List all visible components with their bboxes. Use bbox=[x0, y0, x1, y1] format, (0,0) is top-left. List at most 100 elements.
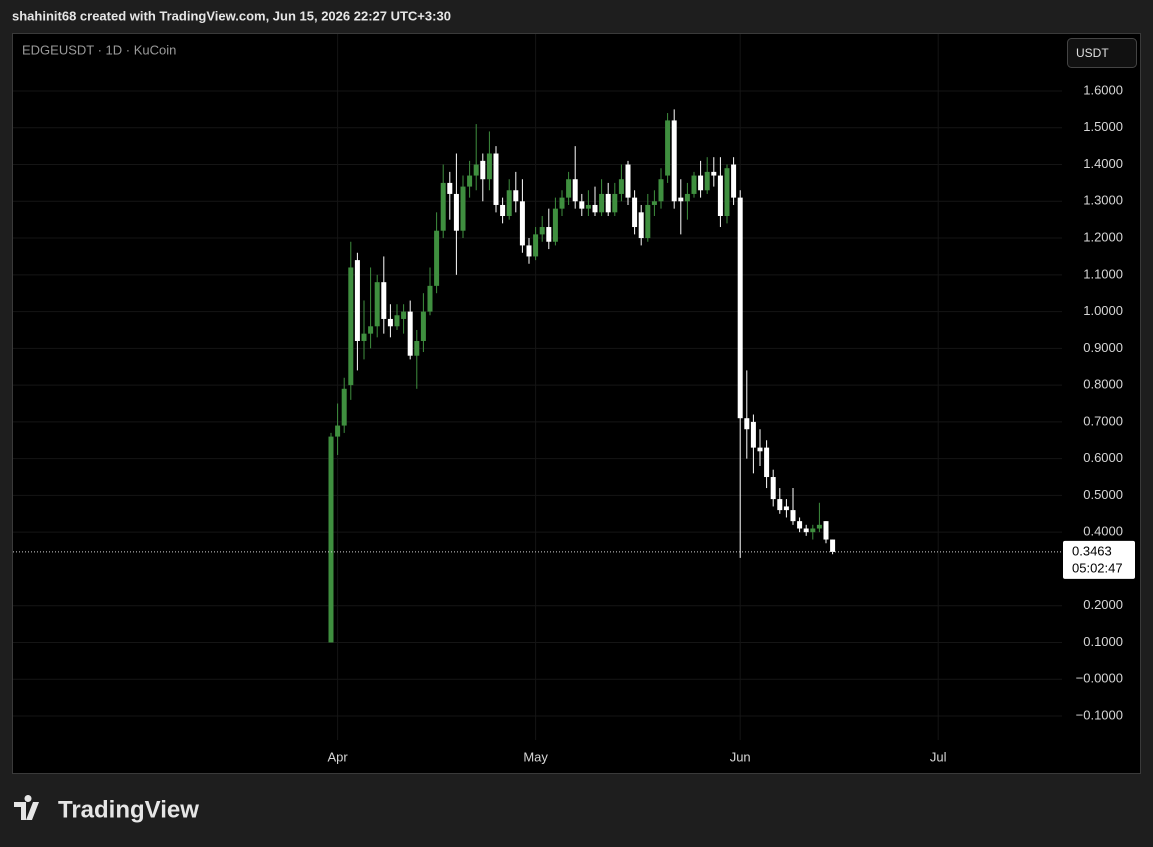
y-tick-label: 1.0000 bbox=[1083, 303, 1123, 318]
candle-body bbox=[717, 175, 723, 216]
candle-body bbox=[783, 506, 789, 511]
plot: 0.3463 05:02:47 bbox=[13, 109, 1135, 643]
candle-body bbox=[810, 528, 816, 533]
candle-body bbox=[480, 160, 486, 180]
candle-body bbox=[757, 447, 763, 452]
candle-body bbox=[612, 193, 618, 213]
candle-body bbox=[427, 285, 433, 312]
candle-body bbox=[566, 179, 572, 198]
y-tick-label: 1.4000 bbox=[1083, 156, 1123, 171]
candle-body bbox=[354, 260, 360, 341]
grid: 1.6000 1.5000 1.4000 1.3000 1.2000 1.1000 1.00… bbox=[13, 34, 1123, 764]
candle-body bbox=[638, 212, 644, 239]
candle-body bbox=[750, 421, 756, 448]
y-tick-label: 1.6000 bbox=[1083, 82, 1123, 97]
last-price-box bbox=[1063, 540, 1135, 579]
candle-body bbox=[519, 201, 525, 246]
candle-body bbox=[559, 197, 565, 209]
y-tick-label: 1.3000 bbox=[1083, 193, 1123, 208]
candle-body bbox=[770, 477, 776, 500]
y-tick-label: 1.1000 bbox=[1083, 266, 1123, 281]
candle-body bbox=[823, 521, 829, 540]
candle-body bbox=[493, 153, 499, 205]
x-tick-label: Jun bbox=[730, 749, 751, 764]
candle-body bbox=[546, 227, 552, 242]
candle-body bbox=[684, 193, 690, 202]
candle-body bbox=[830, 539, 836, 552]
candle-body bbox=[552, 208, 558, 242]
candle-body bbox=[658, 179, 664, 202]
candle-body bbox=[777, 499, 783, 511]
candle-body bbox=[381, 282, 387, 319]
candle-body bbox=[803, 528, 809, 533]
candle-body bbox=[387, 318, 393, 327]
candle-body bbox=[539, 227, 545, 235]
candle-body bbox=[731, 164, 737, 198]
candle-body bbox=[744, 418, 750, 430]
logo: TradingView bbox=[14, 795, 199, 823]
chart-panel bbox=[12, 33, 1141, 774]
candle-body bbox=[797, 521, 803, 529]
candle-body bbox=[368, 326, 374, 334]
y-tick-label: 0.6000 bbox=[1083, 450, 1123, 465]
candle-body bbox=[473, 164, 479, 176]
candle-body bbox=[361, 333, 367, 341]
candle-body bbox=[513, 190, 519, 202]
last-price-label: 0.3463 bbox=[1072, 543, 1112, 558]
candle-body bbox=[486, 153, 492, 180]
candle-body bbox=[526, 245, 532, 257]
y-tick-label: 0.8000 bbox=[1083, 377, 1123, 392]
logo-icon bbox=[14, 795, 39, 820]
candle-body bbox=[625, 164, 631, 198]
candle-body bbox=[447, 182, 453, 194]
y-tick-label: 1.2000 bbox=[1083, 229, 1123, 244]
candle-body bbox=[348, 267, 354, 386]
candle-body bbox=[665, 120, 671, 176]
candle-body bbox=[374, 282, 380, 327]
y-tick-label: 1.5000 bbox=[1083, 119, 1123, 134]
candle-body bbox=[407, 311, 413, 356]
candle-body bbox=[460, 186, 466, 231]
y-tick-label: 0.4000 bbox=[1083, 524, 1123, 539]
candle-body bbox=[764, 447, 770, 478]
y-tick-label: 0.2000 bbox=[1083, 597, 1123, 612]
candle-body bbox=[724, 168, 730, 216]
currency[interactable]: USDT bbox=[1076, 46, 1109, 60]
candle-body bbox=[651, 201, 657, 205]
candle-body bbox=[335, 425, 341, 437]
candle-body bbox=[533, 234, 539, 257]
caption: shahinit68 created with TradingView.com,… bbox=[12, 8, 451, 23]
currency-button[interactable] bbox=[1067, 38, 1137, 68]
y-tick-label: 0.1000 bbox=[1083, 634, 1123, 649]
candle-body bbox=[572, 179, 578, 202]
x-tick-label: Apr bbox=[327, 749, 348, 764]
y-tick-label: 0.7000 bbox=[1083, 413, 1123, 428]
candle-body bbox=[618, 179, 624, 194]
candle-body bbox=[453, 193, 459, 231]
x-tick-label: May bbox=[523, 749, 548, 764]
x-tick-label: Jul bbox=[930, 749, 947, 764]
candle-body bbox=[341, 388, 347, 426]
candle-body bbox=[671, 120, 677, 202]
candle-body bbox=[394, 315, 400, 327]
symbol: EDGEUSDT · 1D · KuCoin bbox=[22, 42, 176, 57]
candle-body bbox=[585, 204, 591, 209]
candle-body bbox=[506, 190, 512, 216]
y-tick-label: 0.9000 bbox=[1083, 340, 1123, 355]
candle-body bbox=[579, 201, 585, 209]
candle-body bbox=[440, 182, 446, 231]
candle-body bbox=[500, 204, 506, 216]
candle-body bbox=[645, 204, 651, 239]
countdown: 05:02:47 bbox=[1072, 560, 1123, 575]
candle-body bbox=[592, 204, 598, 213]
candle-body bbox=[434, 230, 440, 286]
candle-body bbox=[678, 197, 684, 202]
candle-body bbox=[605, 193, 611, 213]
candle-body bbox=[401, 311, 407, 319]
candle-body bbox=[328, 436, 334, 643]
candle-body bbox=[711, 171, 717, 176]
candle-body bbox=[414, 341, 420, 356]
logo-text: TradingView bbox=[58, 796, 199, 823]
candle-body bbox=[704, 171, 710, 191]
